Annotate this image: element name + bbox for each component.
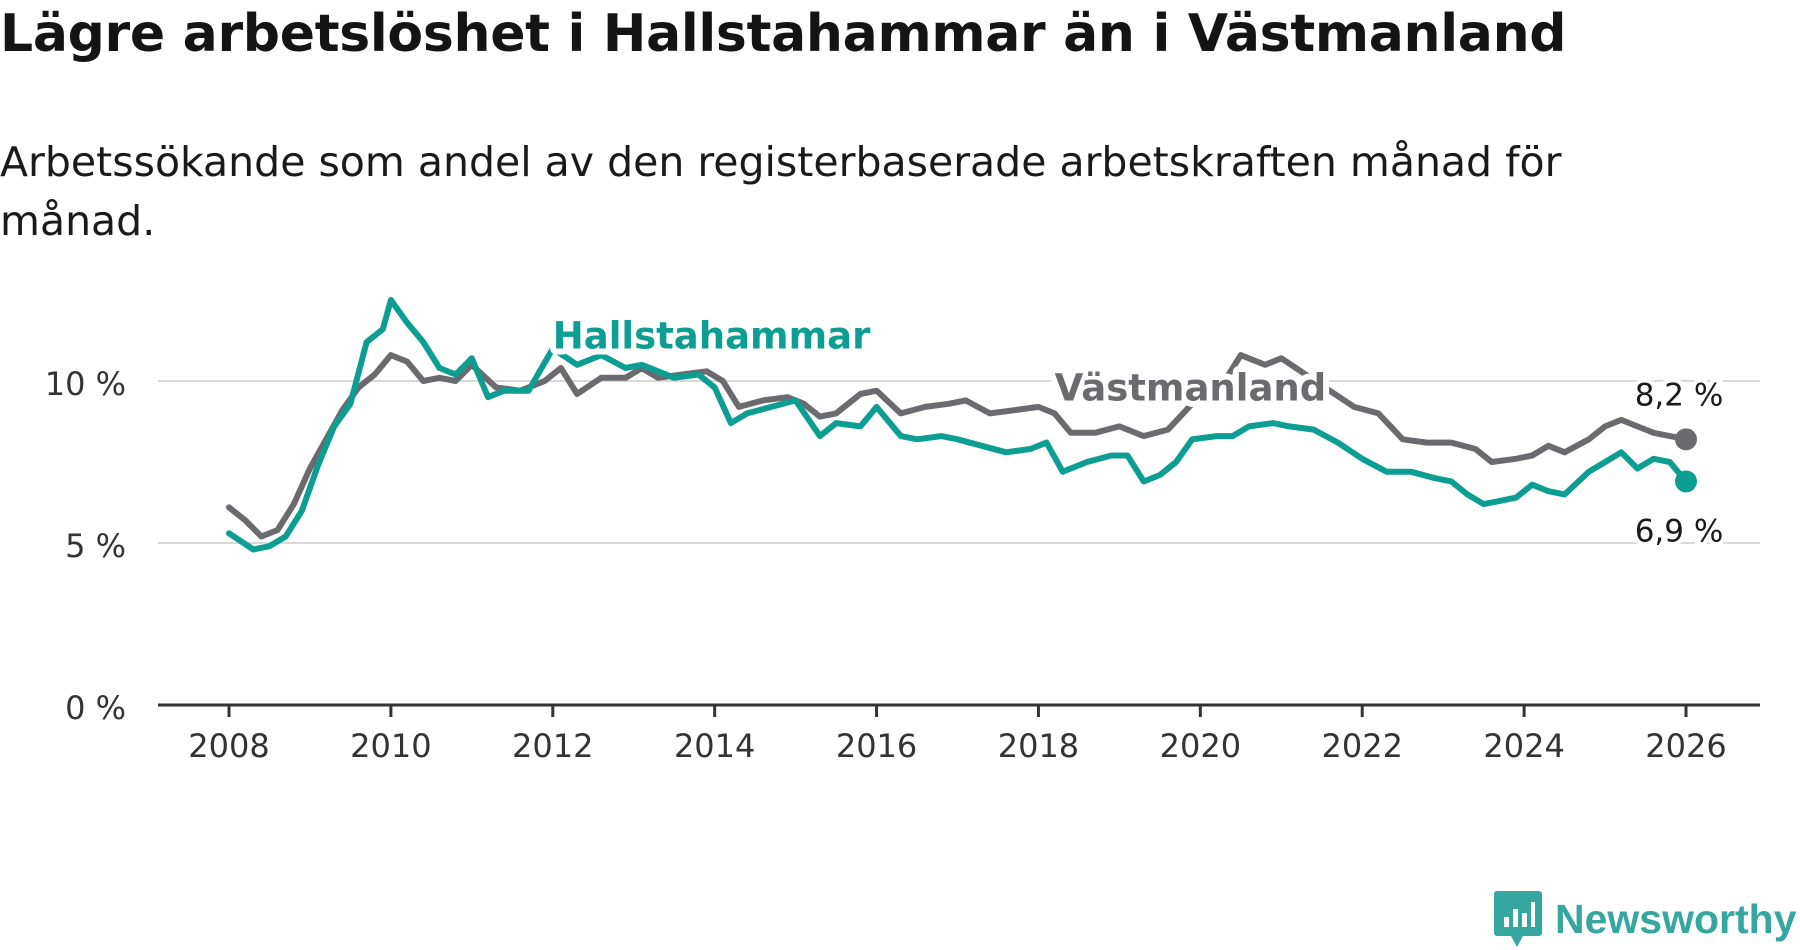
newsworthy-logo-icon: [1494, 891, 1542, 947]
x-tick-label: 2010: [350, 727, 431, 765]
x-tick-label: 2014: [674, 727, 755, 765]
x-tick-label: 2012: [512, 727, 593, 765]
series-label-hallstahammar: Hallstahammar: [553, 315, 871, 358]
newsworthy-logo[interactable]: Newsworthy: [1493, 888, 1797, 950]
x-tick-label: 2020: [1160, 727, 1241, 765]
series-label-västmanland: Västmanland: [1055, 366, 1327, 409]
series-lines: [226, 297, 1697, 553]
gridlines: [158, 380, 1760, 544]
x-tick-label: 2024: [1483, 727, 1564, 765]
series-end-point: [1675, 470, 1697, 493]
x-tick-label: 2016: [836, 727, 917, 765]
y-tick-label: 10 %: [45, 365, 126, 403]
series-line-hallstahammar: [226, 297, 1689, 553]
brand-name: Newsworthy: [1555, 895, 1797, 942]
chart-subtitle: Arbetssökande som andel av den registerb…: [0, 138, 1562, 245]
x-tick-label: 2018: [998, 727, 1079, 765]
y-tick-label: 5 %: [65, 527, 126, 565]
chart-labels: 8,2 % 6,9 % Hallstahammar Västmanland: [547, 309, 1728, 554]
end-label-vastmanland: 8,2 %: [1635, 377, 1724, 413]
axes: 0 % 5 % 10 % 2008 2010 2012 2014 2016 2018 2020 20…: [45, 365, 1760, 765]
x-tick-label: 2008: [188, 727, 269, 765]
y-tick-label: 0 %: [65, 689, 126, 727]
x-tick-label: 2026: [1645, 727, 1726, 765]
series-end-point: [1675, 428, 1697, 451]
chart-title: Lägre arbetslöshet i Hallstahammar än i …: [0, 4, 1567, 64]
series-line-västmanland: [226, 352, 1689, 540]
end-label-hallstahammar: 6,9 %: [1635, 513, 1724, 549]
x-tick-label: 2022: [1322, 727, 1403, 765]
